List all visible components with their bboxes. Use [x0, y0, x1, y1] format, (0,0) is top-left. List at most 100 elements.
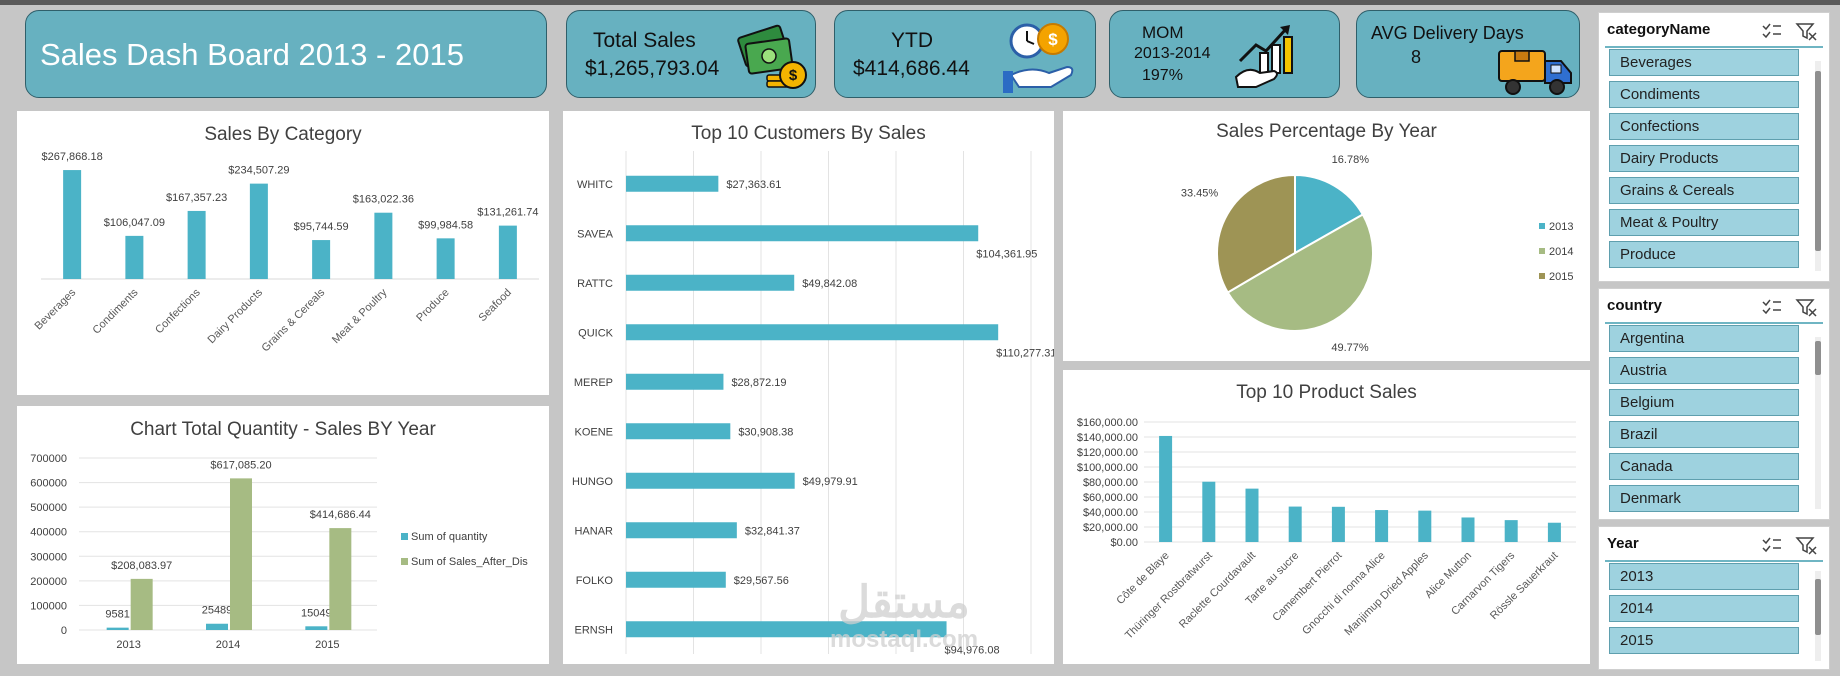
- bar: [1547, 522, 1561, 542]
- bar: [498, 225, 517, 279]
- scrollbar-track[interactable]: [1815, 337, 1821, 509]
- clear-filter-icon[interactable]: [1795, 537, 1817, 555]
- data-label: 9581: [105, 609, 129, 621]
- money-icon: $: [737, 24, 807, 89]
- slicer-item[interactable]: Confections: [1609, 113, 1799, 140]
- clear-filter-icon[interactable]: [1795, 299, 1817, 317]
- legend-swatch: [401, 558, 408, 565]
- bar: [626, 472, 795, 489]
- slicer-year-header: Year: [1607, 535, 1639, 552]
- category-tick-label: Seafood: [477, 287, 514, 324]
- dashboard-title: Sales Dash Board 2013 - 2015: [40, 37, 464, 72]
- svg-text:$: $: [1048, 30, 1058, 49]
- slicer-item[interactable]: Brazil: [1609, 421, 1799, 448]
- data-label: $414,686.44: [310, 509, 371, 521]
- slicer-item[interactable]: Dairy Products: [1609, 145, 1799, 172]
- watermark-latin: mostaql.com: [830, 626, 979, 653]
- slicer-item[interactable]: Produce: [1609, 241, 1799, 268]
- slicer-item[interactable]: 2014: [1609, 595, 1799, 622]
- legend-label: Sum of quantity: [411, 531, 488, 543]
- category-tick-label: Condiments: [91, 286, 141, 336]
- slicer-item[interactable]: Denmark: [1609, 485, 1799, 512]
- legend-swatch: [401, 533, 408, 540]
- bar: [106, 627, 129, 630]
- slicer-item[interactable]: Belgium: [1609, 389, 1799, 416]
- data-label: $32,841.37: [745, 525, 800, 537]
- bar: [626, 175, 719, 192]
- kpi-total-sales-value: $1,265,793.04: [585, 57, 720, 80]
- legend-label: 2014: [1549, 246, 1573, 258]
- growth-chart-icon: [1234, 25, 1293, 88]
- category-tick-label: Meat & Poultry: [330, 286, 390, 346]
- data-label: $27,363.61: [726, 179, 781, 191]
- slicer-item[interactable]: Beverages: [1609, 49, 1799, 76]
- data-label: $617,085.20: [210, 459, 271, 471]
- data-label: $99,984.58: [418, 219, 473, 231]
- bar: [63, 170, 82, 279]
- chart-title-top-customers: Top 10 Customers By Sales: [691, 123, 926, 144]
- slicer-item[interactable]: Condiments: [1609, 81, 1799, 108]
- pie-slice: [1226, 213, 1374, 332]
- top-border: [0, 0, 1840, 5]
- data-label: $163,022.36: [353, 194, 414, 206]
- slicer-item[interactable]: Austria: [1609, 357, 1799, 384]
- bar: [626, 225, 979, 242]
- time-money-icon: $: [1003, 23, 1074, 93]
- slicer-item[interactable]: Grains & Cereals: [1609, 177, 1799, 204]
- y-tick-label: 400000: [30, 527, 67, 539]
- data-label: $30,908.38: [738, 426, 793, 438]
- bar: [1461, 517, 1475, 542]
- kpi-ytd-label: YTD: [891, 29, 933, 52]
- multi-select-icon[interactable]: [1762, 299, 1781, 315]
- data-label: 33.45%: [1181, 187, 1219, 199]
- legend-swatch: [1539, 273, 1545, 279]
- bar: [626, 522, 737, 539]
- chart-top-customers: WHITC $27,363.61 SAVEA $104,361.95 RATTC $49,…: [572, 151, 1054, 656]
- slicer-item[interactable]: Canada: [1609, 453, 1799, 480]
- chart-title-top-products: Top 10 Product Sales: [1236, 382, 1417, 403]
- data-label: $234,507.29: [228, 165, 289, 177]
- chart-sales-pct-by-year: 16.78% 49.77% 33.45% 2013 2014 2015: [1181, 154, 1574, 354]
- kpi-total-sales: Total Sales $1,265,793.04 $: [566, 10, 816, 98]
- slicer-item[interactable]: Meat & Poultry: [1609, 209, 1799, 236]
- slicer-item[interactable]: 2013: [1609, 563, 1799, 590]
- category-tick-label: WHITC: [577, 179, 613, 191]
- bar: [626, 423, 731, 440]
- scrollbar-thumb[interactable]: [1815, 71, 1821, 251]
- slicer-year: Year 2013 2014 2015: [1598, 526, 1830, 670]
- slicer-divider: [1605, 322, 1823, 324]
- scrollbar-thumb[interactable]: [1815, 579, 1821, 635]
- bar: [626, 373, 724, 390]
- kpi-mom-period: 2013-2014: [1134, 45, 1211, 62]
- kpi-ytd: YTD $414,686.44 $: [834, 10, 1096, 98]
- pie-slice: [1216, 173, 1296, 294]
- multi-select-icon[interactable]: [1762, 23, 1781, 39]
- bar: [626, 621, 947, 638]
- multi-select-icon[interactable]: [1762, 537, 1781, 553]
- legend-label: 2013: [1549, 221, 1573, 233]
- chart-quantity-sales-by-year: 0 100000 200000 300000 400000 500000 600000 700…: [30, 453, 528, 651]
- slicer-item[interactable]: Argentina: [1609, 325, 1799, 352]
- data-label: $28,872.19: [731, 377, 786, 389]
- data-label: $131,261.74: [477, 207, 538, 219]
- delivery-truck-icon: [1498, 50, 1572, 95]
- bar: [1159, 435, 1173, 542]
- slicer-item[interactable]: 2015: [1609, 627, 1799, 654]
- panel-sales-pct-by-year: Sales Percentage By Year 16.78% 49.77% 33.…: [1063, 111, 1590, 361]
- category-tick-label: RATTC: [577, 278, 613, 290]
- y-tick-label: $20,000.00: [1083, 522, 1138, 534]
- slicer-divider: [1605, 560, 1823, 562]
- bar: [1375, 510, 1389, 542]
- scrollbar-thumb[interactable]: [1815, 341, 1821, 375]
- category-tick-label: Raclette Courdavault: [1177, 550, 1258, 631]
- watermark: مستقل mostaql.com: [830, 580, 978, 654]
- category-tick-label: Grains & Cereals: [260, 286, 328, 354]
- clear-filter-icon[interactable]: [1795, 23, 1817, 41]
- y-tick-label: $60,000.00: [1083, 492, 1138, 504]
- panel-top-customers: Top 10 Customers By Sales WHITC $27,363.6…: [563, 111, 1054, 664]
- bar: [626, 571, 726, 588]
- chart-sales-by-category: $267,868.18 Beverages $106,047.09 Condiment…: [33, 151, 539, 354]
- data-label: $167,357.23: [166, 192, 227, 204]
- y-tick-label: $80,000.00: [1083, 477, 1138, 489]
- category-tick-label: HUNGO: [572, 476, 613, 488]
